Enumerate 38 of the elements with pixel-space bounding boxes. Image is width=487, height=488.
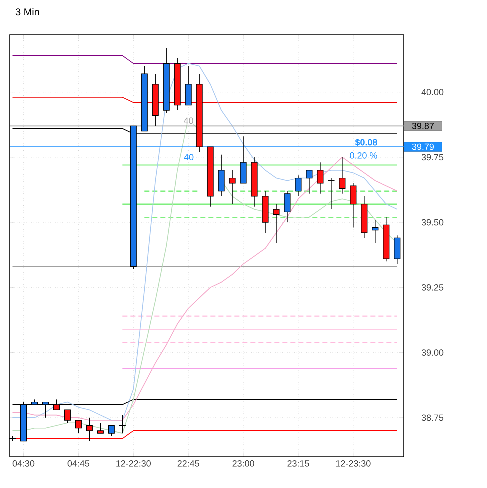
candlestick — [284, 190, 291, 223]
x-tick-label: 23:15 — [288, 460, 310, 467]
candlestick — [185, 66, 192, 106]
candlestick — [394, 235, 401, 265]
candlestick — [64, 410, 71, 424]
x-tick-label: 22:45 — [178, 460, 200, 467]
x-tick-label: 12-22:30 — [116, 460, 151, 467]
y-tick-label: 39.25 — [422, 284, 444, 291]
annotation: 0.20 % — [350, 152, 378, 159]
candlestick — [273, 204, 280, 244]
candlestick — [229, 170, 236, 205]
candlestick — [108, 425, 115, 437]
candlestick — [317, 162, 324, 194]
ref-line-label: 39.79 — [412, 144, 434, 150]
candlestick — [306, 170, 313, 194]
candlestick — [372, 220, 379, 244]
y-tick-label: 39.75 — [422, 154, 444, 161]
candlestick — [218, 154, 225, 197]
candlestick — [295, 175, 302, 197]
ref-line-label: 39.87 — [412, 122, 434, 130]
x-tick-label: 23:00 — [232, 460, 254, 467]
candlestick — [350, 183, 357, 228]
candlestick — [75, 420, 82, 434]
candlestick — [86, 418, 93, 442]
x-tick-label: 12-23:30 — [336, 460, 371, 467]
y-tick-label: 39.50 — [422, 219, 444, 226]
x-tick-label: 04:30 — [12, 460, 35, 467]
candlestick — [97, 422, 104, 434]
annotation: $0.08 — [355, 138, 378, 146]
candlestick — [240, 136, 247, 184]
chart-title: 3 Min — [16, 8, 40, 16]
x-tick-label: 04:45 — [68, 460, 90, 467]
annotation: 40 — [184, 118, 194, 124]
y-tick-label: 40.00 — [422, 89, 444, 96]
candlestick — [339, 157, 346, 194]
y-tick-label: 38.75 — [422, 414, 444, 422]
annotation: 40 — [184, 154, 194, 161]
y-tick-label: 39.00 — [422, 350, 444, 356]
